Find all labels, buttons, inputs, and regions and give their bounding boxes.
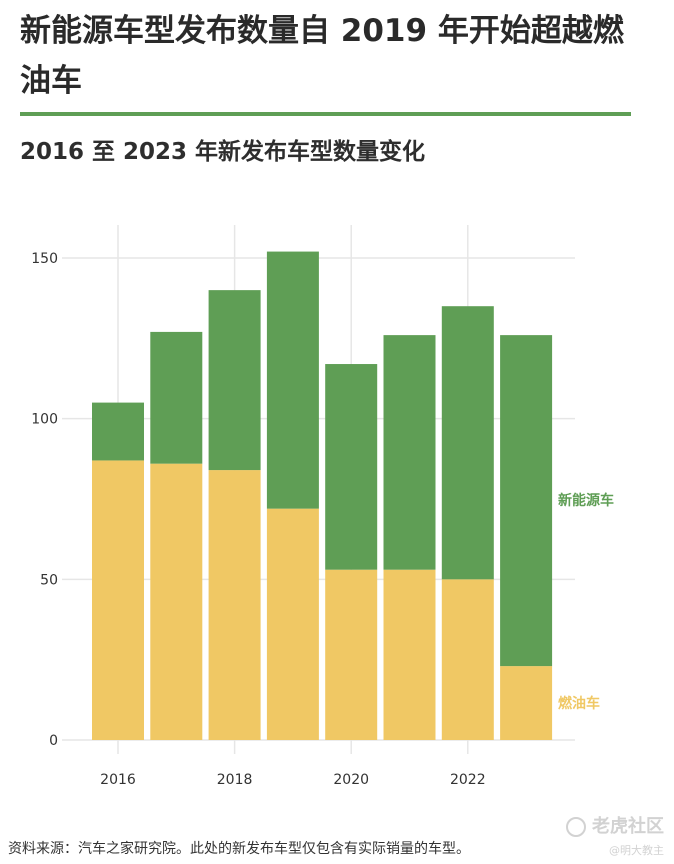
bars-group — [92, 251, 553, 740]
y-tick-label: 0 — [49, 733, 58, 749]
bar-fuel-2023 — [500, 666, 553, 740]
watermark-brand-text: 老虎社区 — [592, 816, 664, 837]
bar-fuel-2020 — [325, 569, 378, 740]
watermark: 老虎社区 @明大教主 — [566, 812, 664, 858]
chart-subtitle: 2016 至 2023 年新发布车型数量变化 — [20, 139, 426, 165]
x-tick-label: 2016 — [100, 772, 136, 788]
y-tick-label: 150 — [31, 251, 58, 267]
bar-fuel-2021 — [383, 569, 436, 740]
tiger-logo-icon — [566, 817, 586, 837]
bar-new-energy-2016 — [92, 402, 144, 461]
source-note: 资料来源：汽车之家研究院。此处的新发布车型仅包含有实际销量的车型。 — [8, 841, 470, 857]
title-divider — [20, 112, 631, 116]
bar-fuel-2016 — [92, 460, 144, 740]
watermark-user: @明大教主 — [609, 844, 664, 857]
bar-new-energy-2019 — [266, 251, 319, 509]
bar-fuel-2017 — [150, 463, 203, 740]
watermark-brand: 老虎社区 — [566, 812, 664, 838]
bar-fuel-2022 — [441, 579, 494, 740]
bar-fuel-2018 — [208, 470, 261, 740]
x-axis-ticks: 2016 2018 2020 2022 — [100, 772, 485, 788]
y-tick-label: 50 — [40, 572, 58, 588]
stacked-bar-chart: 0 50 100 150 2016 2018 2020 2022 燃油车 新能源车 — [31, 225, 614, 788]
y-axis-ticks: 0 50 100 150 — [31, 251, 58, 749]
bar-fuel-2019 — [266, 508, 319, 740]
label-new-energy: 新能源车 — [558, 492, 614, 509]
chart-title: 新能源车型发布数量自 2019 年开始超越燃油车 — [20, 13, 624, 99]
x-tick-label: 2022 — [450, 772, 486, 788]
label-fuel: 燃油车 — [558, 695, 600, 712]
y-tick-label: 100 — [31, 412, 58, 428]
bar-new-energy-2020 — [325, 364, 378, 570]
bar-new-energy-2023 — [500, 335, 553, 667]
bar-new-energy-2018 — [208, 290, 261, 471]
x-tick-label: 2020 — [333, 772, 369, 788]
bar-new-energy-2022 — [441, 306, 494, 580]
bar-new-energy-2017 — [150, 331, 203, 464]
x-tick-label: 2018 — [217, 772, 253, 788]
bar-new-energy-2021 — [383, 335, 436, 570]
